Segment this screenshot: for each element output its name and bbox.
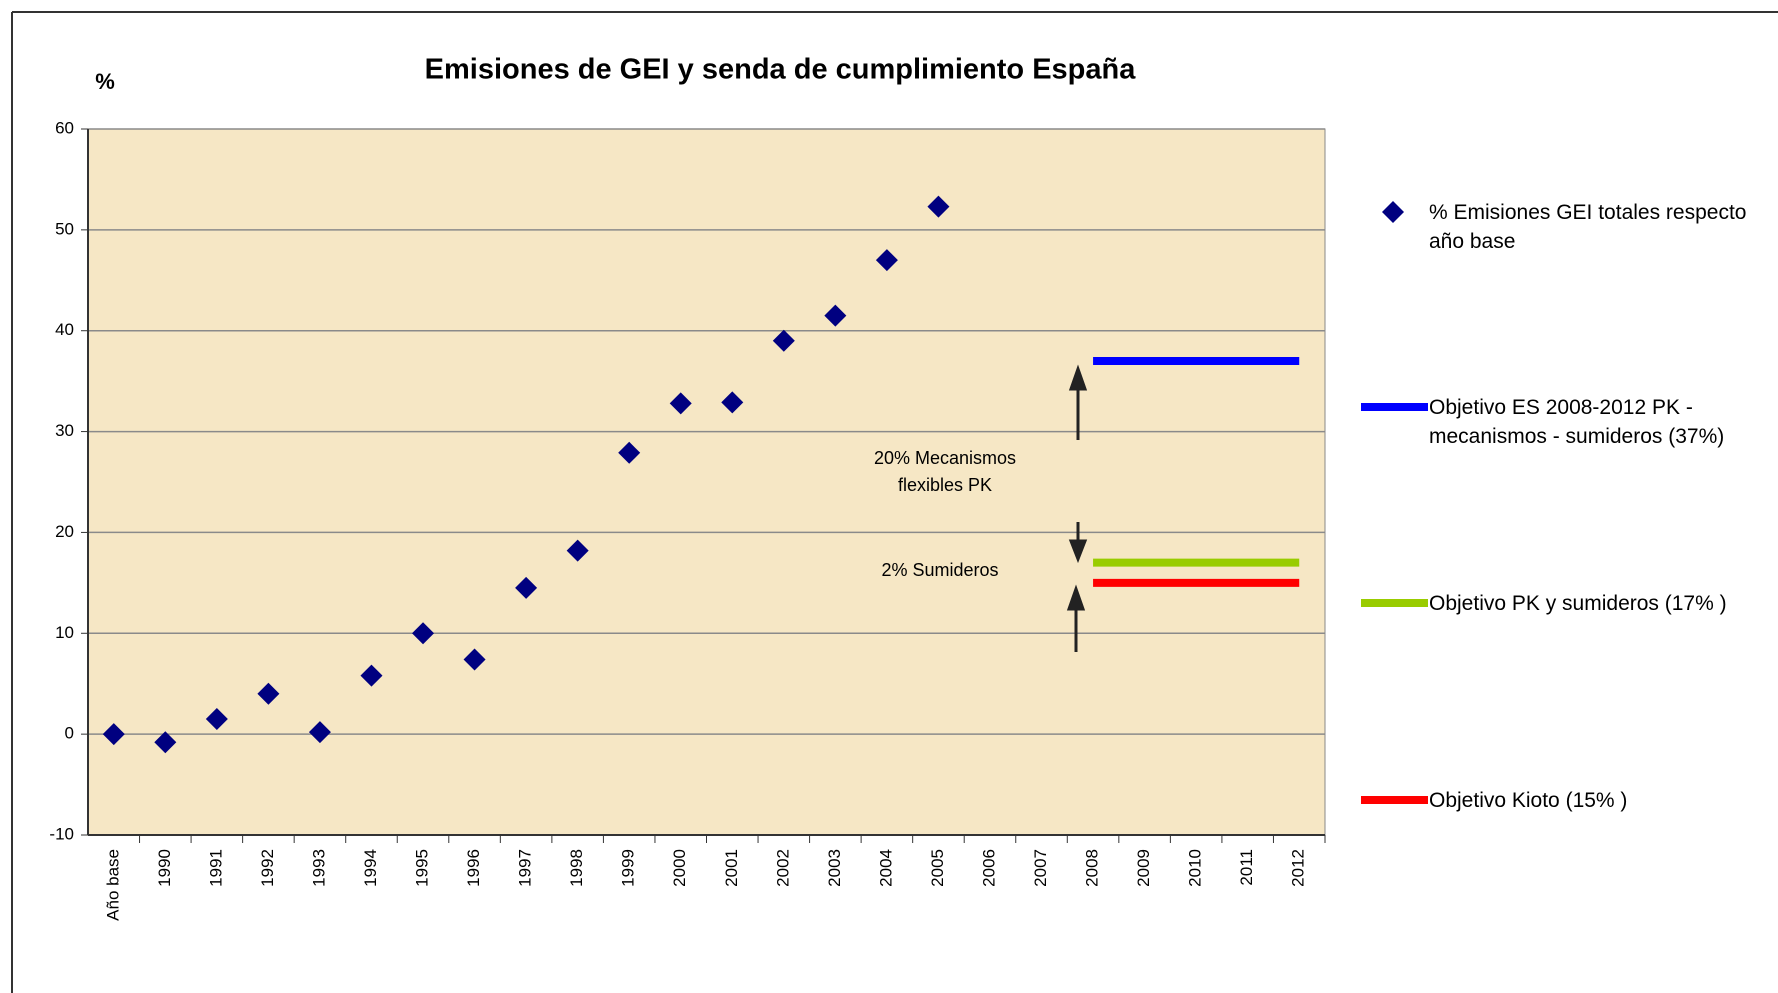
x-tick-label: 1998 (567, 849, 586, 887)
point (412, 622, 435, 645)
x-tick-label: 2007 (1031, 849, 1050, 887)
y-tick-label: 60 (55, 118, 74, 137)
point (824, 304, 847, 327)
x-tick-label: 2012 (1289, 849, 1308, 887)
point (721, 391, 744, 414)
arrows (1066, 364, 1088, 652)
legend-label: % Emisiones GEI totales respecto año bas… (1429, 201, 1747, 253)
point (566, 539, 589, 562)
y-tick-label: 20 (55, 522, 74, 541)
x-tick-label: 2004 (876, 849, 895, 887)
x-tick-label: 1992 (258, 849, 277, 887)
y-tick-label: 0 (65, 724, 74, 743)
arrow-head (1068, 364, 1088, 391)
x-tick-label: 2006 (979, 849, 998, 887)
y-tick-label: 30 (55, 421, 74, 440)
grid (81, 128, 1326, 843)
annotation: 2% Sumideros (881, 560, 998, 580)
x-tick-label: 2008 (1083, 849, 1102, 887)
legend-label: Objetivo ES 2008-2012 PK - mecanismos - … (1429, 396, 1725, 448)
point (618, 441, 641, 464)
y-tick-label: 10 (55, 623, 74, 642)
y-axis-label: % (95, 69, 115, 94)
x-tick-label: Año base (103, 849, 122, 921)
point (257, 682, 280, 705)
point (927, 195, 950, 218)
x-tick-label: 2009 (1134, 849, 1153, 887)
chart-title: Emisiones de GEI y senda de cumplimiento… (425, 54, 1137, 86)
point (154, 731, 177, 754)
point (669, 392, 692, 415)
x-tick-label: 2002 (773, 849, 792, 887)
annotation: flexibles PK (898, 475, 992, 495)
x-tick-label: 1994 (361, 849, 380, 887)
point (205, 708, 228, 731)
x-tick-label: 2001 (722, 849, 741, 887)
marks (102, 195, 1300, 754)
point (463, 648, 486, 671)
y-tick-label: 50 (55, 219, 74, 238)
point (308, 721, 331, 744)
x-tick-label: 1991 (206, 849, 225, 887)
x-tick-label: 2000 (670, 849, 689, 887)
x-tick-label: 1996 (464, 849, 483, 887)
legend-marker (1382, 201, 1404, 223)
plot-area (87, 128, 1326, 836)
x-tick-label: 2003 (825, 849, 844, 887)
x-tick-label: 1993 (309, 849, 328, 887)
x-tick-label: 1990 (155, 849, 174, 887)
point (515, 576, 538, 599)
x-tick-label: 1999 (619, 849, 638, 887)
y-tick-label: 40 (55, 320, 74, 339)
x-tick-label: 1995 (413, 849, 432, 887)
point (102, 723, 125, 746)
x-tick-label: 2011 (1237, 849, 1256, 886)
legend-label: Objetivo PK y sumideros (17% ) (1429, 592, 1727, 615)
y-tick-label: -10 (49, 824, 74, 843)
annotation: 20% Mecanismos (874, 448, 1016, 468)
point (875, 249, 898, 272)
arrow-head (1068, 539, 1088, 564)
arrow-head (1066, 584, 1086, 611)
x-tick-label: 2005 (928, 849, 947, 887)
point (360, 664, 383, 687)
x-tick-label: 2010 (1186, 849, 1205, 887)
x-tick-label: 1997 (516, 849, 535, 887)
legend (1361, 201, 1428, 804)
point (772, 329, 795, 352)
legend-label: Objetivo Kioto (15% ) (1429, 789, 1628, 812)
